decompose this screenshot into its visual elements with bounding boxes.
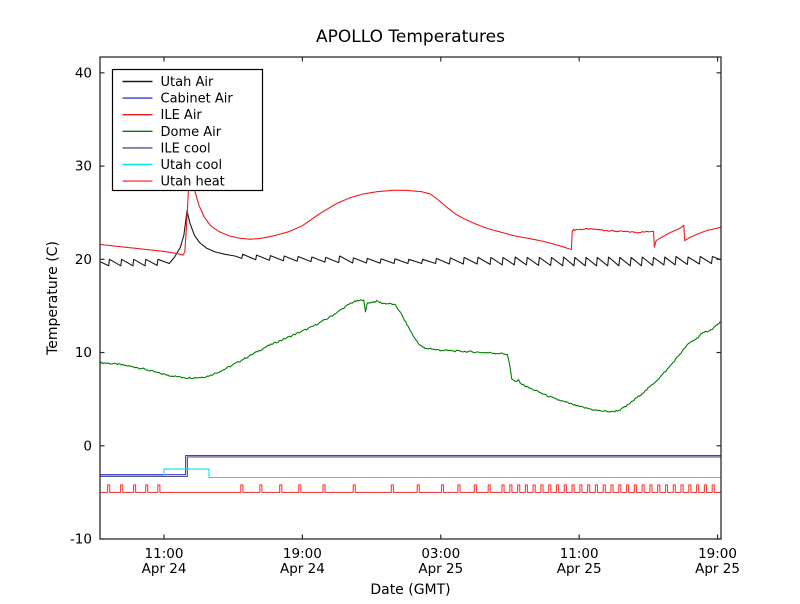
legend-item: ILE Air — [122, 108, 203, 123]
legend-item: Utah cool — [122, 158, 223, 173]
legend-item: Cabinet Air — [122, 92, 234, 107]
x-tick-time-label: 19:00 — [698, 546, 737, 562]
x-tick-time-label: 11:00 — [560, 546, 599, 562]
y-tick-label: 30 — [75, 159, 92, 175]
y-tick-label: 40 — [75, 65, 92, 81]
y-tick-label: 0 — [83, 438, 92, 454]
legend-box — [111, 68, 264, 192]
x-tick-date-label: Apr 24 — [280, 561, 325, 577]
x-tick-time-label: 11:00 — [145, 546, 184, 562]
y-tick-label: -10 — [70, 532, 92, 548]
series-ile-air — [100, 178, 721, 256]
legend-label: Cabinet Air — [161, 92, 234, 107]
x-tick-time-label: 03:00 — [421, 546, 460, 562]
series-utah-cool — [100, 468, 721, 479]
series-utah-heat — [100, 484, 721, 493]
series-group — [100, 178, 721, 493]
y-tick-label: 20 — [75, 252, 92, 268]
legend-label: Utah cool — [161, 158, 223, 173]
plot-border — [99, 56, 722, 540]
legend-item: Utah heat — [122, 175, 225, 190]
x-tick-time-label: 19:00 — [283, 546, 322, 562]
series-ile-cool — [100, 456, 721, 478]
chart-title: APOLLO Temperatures — [316, 27, 505, 47]
x-tick-date-label: Apr 25 — [418, 561, 463, 577]
legend-item: Dome Air — [122, 125, 222, 140]
legend-label: Utah Air — [161, 75, 214, 90]
series-dome-air — [100, 299, 721, 413]
series-utah-air — [100, 210, 721, 267]
x-axis-label: Date (GMT) — [370, 582, 450, 598]
legend-label: Utah heat — [161, 175, 225, 190]
legend-item: Utah Air — [122, 75, 214, 90]
y-tick-label: 10 — [75, 345, 92, 361]
series-cabinet-air — [100, 455, 721, 476]
x-tick-date-label: Apr 24 — [142, 561, 187, 577]
x-tick-date-label: Apr 25 — [695, 561, 740, 577]
y-axis-label: Temperature (C) — [45, 241, 61, 356]
legend-label: Dome Air — [161, 125, 222, 140]
x-tick-date-label: Apr 25 — [557, 561, 602, 577]
legend-label: ILE cool — [161, 141, 211, 156]
legend-item: ILE cool — [122, 141, 211, 156]
legend-label: ILE Air — [161, 108, 203, 123]
